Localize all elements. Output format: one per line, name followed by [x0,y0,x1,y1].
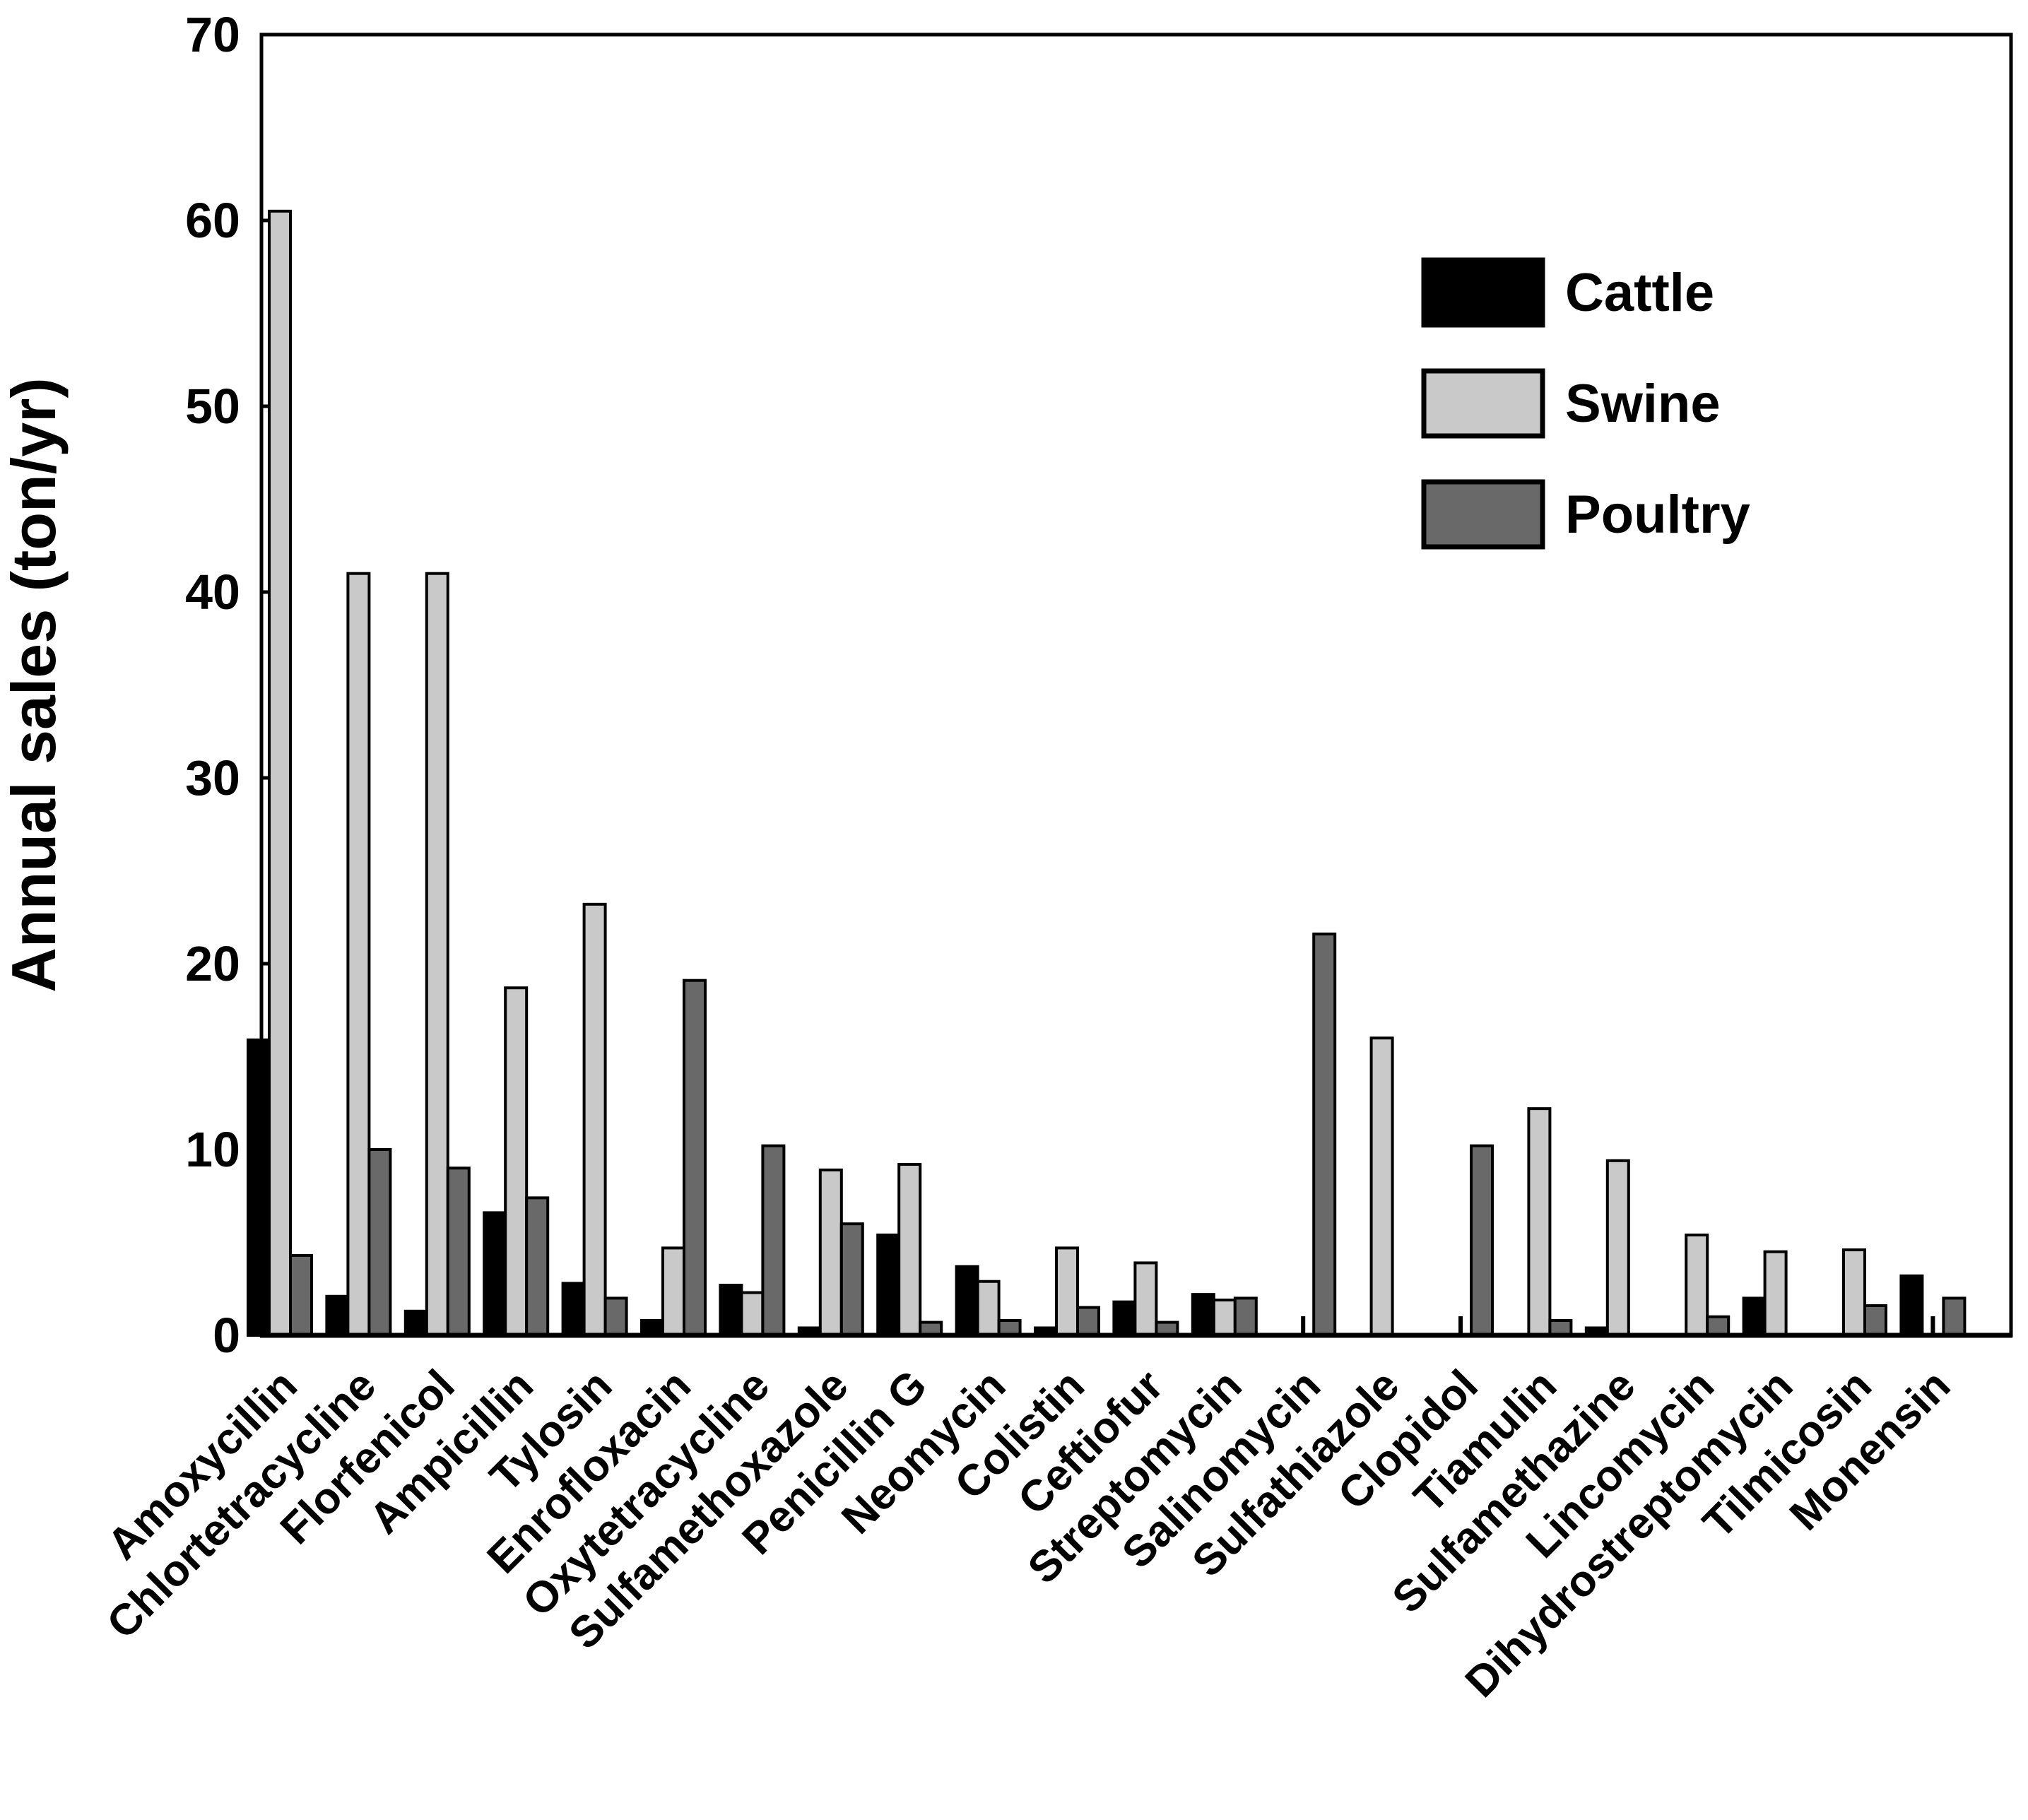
bar-cattle-amoxycillin [247,1038,271,1337]
bar-cattle-florfenicol [403,1309,428,1337]
y-axis-title: Annual sales (ton/yr) [0,377,69,992]
bar-swine-chlortetracycline [346,572,371,1337]
bar-poultry-ampicillin [525,1196,550,1337]
bar-poultry-tylosin [603,1296,628,1337]
bar-poultry-lincomycin [1706,1315,1731,1337]
bar-swine-enrofloxacin [661,1246,685,1337]
y-tick-label: 20 [185,936,240,991]
bar-swine-dihydrostreptomycin [1763,1250,1788,1337]
bar-swine-ampicillin [504,986,529,1337]
bar-swine-lincomycin [1685,1233,1709,1337]
bar-swine-neomycin [976,1280,1001,1337]
bar-poultry-florfenicol [446,1166,471,1337]
x-axis-tick [1930,1316,1935,1335]
bar-poultry-streptomycin [1233,1296,1258,1337]
bar-poultry-tilmicosin [1863,1304,1887,1337]
plot-frame [259,32,2013,1337]
bar-cattle-streptomycin [1191,1293,1215,1337]
bar-poultry-oxytetracycline [761,1144,786,1337]
bar-poultry-chlortetracycline [367,1148,392,1337]
bar-cattle-monensin [1899,1274,1924,1337]
bar-swine-tylosin [582,902,607,1337]
legend-label-cattle: Cattle [1565,263,1714,323]
bar-cattle-dihydrostreptomycin [1742,1296,1767,1337]
bar-cattle-neomycin [955,1265,979,1337]
bar-swine-penicillin-g [897,1163,922,1337]
x-axis-tick [1458,1316,1463,1335]
y-tick-label: 40 [185,565,240,620]
bar-poultry-sulfamethoxazole [839,1222,864,1337]
bar-swine-amoxycillin [268,209,292,1337]
y-tick-label: 30 [185,750,240,805]
bar-poultry-enrofloxacin [683,979,707,1337]
bar-swine-streptomycin [1212,1299,1237,1337]
bar-poultry-amoxycillin [289,1253,313,1337]
bar-swine-tilmicosin [1842,1248,1866,1337]
bar-poultry-colistin [1076,1306,1100,1337]
bar-cattle-ceftiofur [1112,1300,1137,1337]
y-tick-label: 60 [185,193,240,248]
legend-label-poultry: Poultry [1565,485,1750,545]
y-tick-label: 70 [185,7,240,62]
y-tick-label: 50 [185,379,240,434]
bar-swine-florfenicol [425,572,449,1337]
x-axis-tick [1301,1316,1306,1335]
legend-swatch-poultry [1421,479,1545,550]
bar-cattle-chlortetracycline [325,1294,350,1337]
bar-swine-sulfathiazole [1369,1036,1394,1337]
legend-swatch-cattle [1421,257,1545,328]
bar-swine-sulfamethoxazole [818,1168,843,1337]
bar-cattle-oxytetracycline [719,1283,743,1337]
legend-label-swine: Swine [1565,374,1721,434]
bar-swine-oxytetracycline [740,1291,765,1337]
bar-poultry-salinomycin [1312,932,1337,1337]
bar-cattle-ampicillin [483,1211,507,1337]
bar-swine-sulfamethazine [1605,1159,1630,1337]
y-tick-label: 10 [185,1122,240,1177]
bar-cattle-penicillin-g [876,1233,901,1337]
bar-swine-ceftiofur [1133,1261,1158,1337]
bar-poultry-monensin [1942,1296,1967,1337]
bar-cattle-tylosin [561,1282,586,1337]
y-tick-label: 0 [213,1308,240,1363]
legend-swatch-swine [1421,368,1545,439]
bar-swine-colistin [1055,1246,1079,1337]
bar-poultry-clopidol [1470,1144,1494,1337]
bar-swine-tiamulin [1527,1107,1552,1337]
